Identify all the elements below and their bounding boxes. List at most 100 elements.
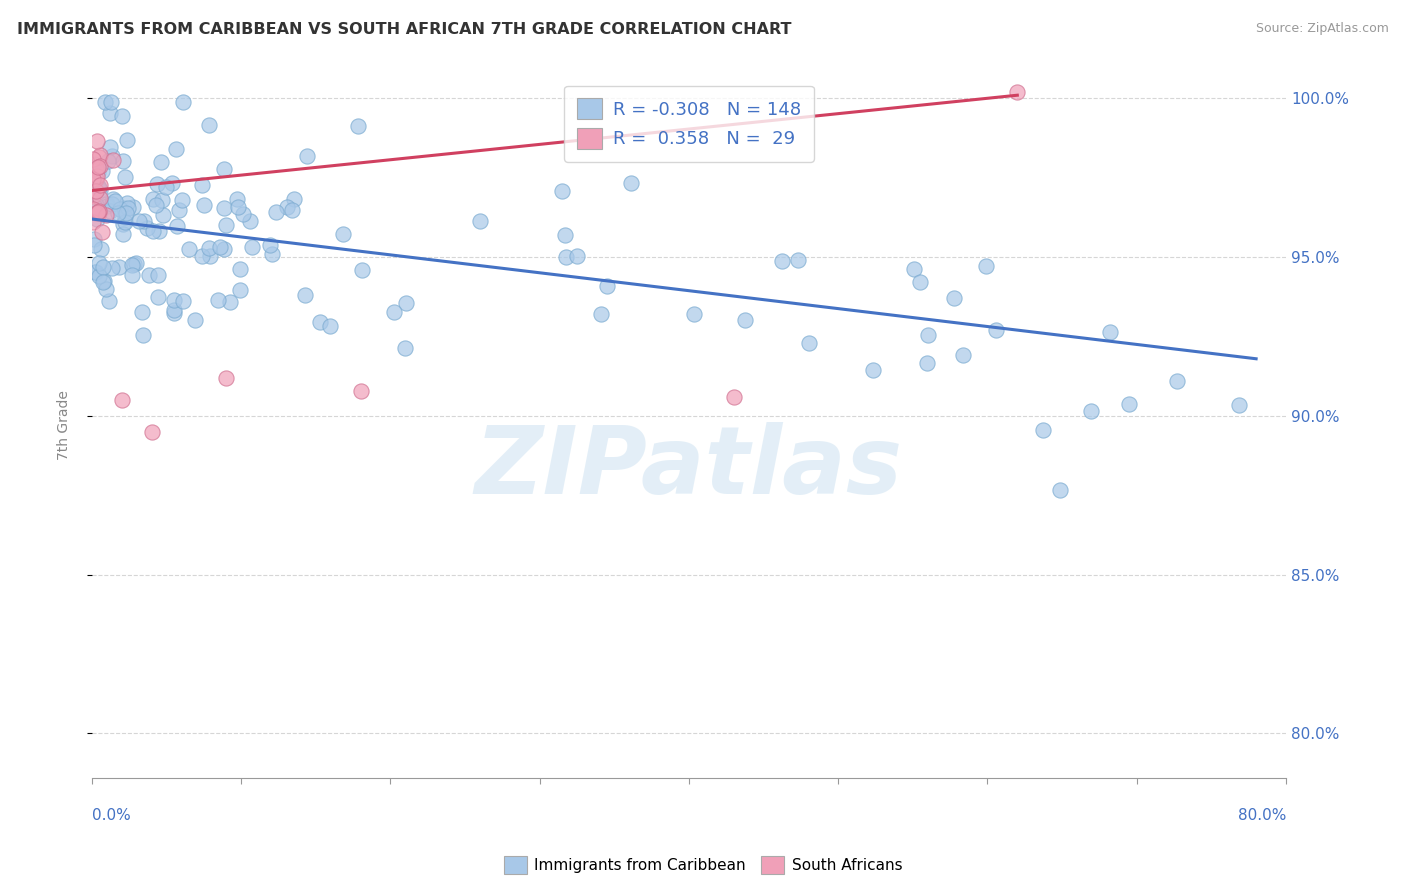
Point [89,148,111,162]
Point [122,200,145,214]
Point [101,153,124,167]
Point [84,264,107,278]
Point [93,275,115,289]
Point [89,150,111,164]
Point [114,201,136,215]
Point [240,240,263,254]
Point [94,282,117,296]
Point [347,119,370,133]
Point [89,183,111,197]
Point [87,268,110,283]
Point [309,315,332,329]
Point [82,171,104,186]
Point [565,249,588,263]
Point [165,142,187,156]
Point [281,203,304,218]
Point [98,139,121,153]
Point [107,206,129,220]
Point [84,184,107,198]
Point [395,295,418,310]
Point [87,179,110,194]
Point [83,157,105,171]
Point [148,224,170,238]
Point [87,204,110,219]
Point [152,208,174,222]
Point [259,237,281,252]
Point [550,184,572,198]
Point [82,153,104,167]
Point [132,214,155,228]
Point [1007,85,1029,99]
Point [114,215,136,229]
Point [84,205,107,219]
Point [683,307,706,321]
Point [97,294,120,309]
Point [86,169,108,184]
Point [212,201,235,215]
Point [394,342,416,356]
Point [96,197,118,211]
Point [209,240,232,254]
Point [226,200,249,214]
Point [169,202,191,217]
Point [162,177,184,191]
Point [111,217,134,231]
Point [262,247,284,261]
Point [163,302,186,317]
Point [86,212,108,227]
Point [83,237,105,252]
Point [986,323,1008,337]
Point [87,205,110,219]
Point [110,202,132,217]
Point [91,164,114,178]
Point [229,262,252,277]
Point [146,290,169,304]
Point [84,265,107,279]
Point [87,160,110,174]
Point [620,176,643,190]
Point [723,390,745,404]
Point [218,295,240,310]
Point [1227,399,1250,413]
Point [198,249,221,263]
Point [1080,404,1102,418]
Point [98,204,121,219]
Point [239,214,262,228]
Point [162,293,184,307]
Point [84,161,107,175]
Point [952,348,974,362]
Point [191,178,214,193]
Point [114,169,136,184]
Point [128,214,150,228]
Point [91,225,114,239]
Point [86,134,108,148]
Point [100,197,122,211]
Point [770,254,793,268]
Point [82,189,104,203]
Point [89,181,111,195]
Point [108,260,131,274]
Point [596,279,619,293]
Point [101,149,124,163]
Point [104,194,127,209]
Point [264,204,287,219]
Point [198,241,221,255]
Point [207,293,229,307]
Point [148,268,170,283]
Point [121,258,143,272]
Point [121,268,143,282]
Point [1098,326,1121,340]
Point [97,153,120,168]
Point [101,261,124,276]
Point [100,95,122,109]
Point [294,288,316,302]
Point [83,200,105,214]
Point [903,261,925,276]
Point [122,257,145,271]
Point [111,153,134,168]
Point [111,227,134,241]
Point [350,263,373,277]
Point [125,256,148,270]
Text: IMMIGRANTS FROM CARIBBEAN VS SOUTH AFRICAN 7TH GRADE CORRELATION CHART: IMMIGRANTS FROM CARIBBEAN VS SOUTH AFRIC… [17,22,792,37]
Point [170,194,193,208]
